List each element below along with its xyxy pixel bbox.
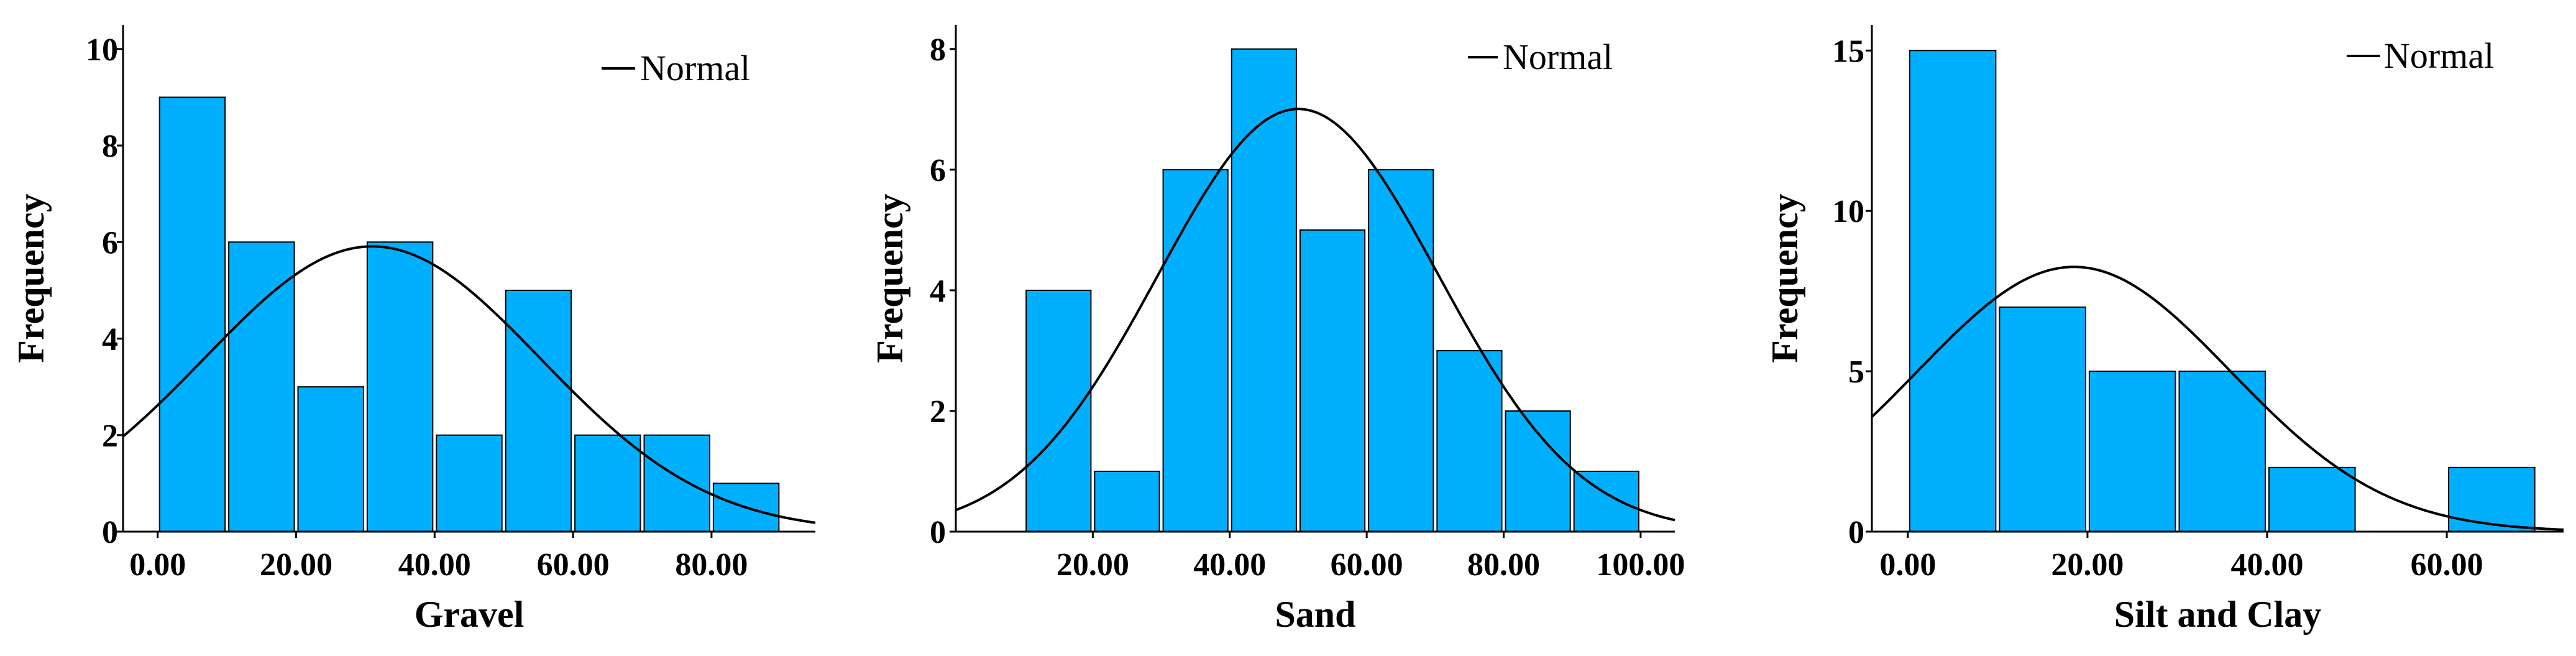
x-tick-label: 0.00 — [1879, 547, 1936, 583]
silt-and-clay-histogram: 0 5 10 15 0.00 20.00 40.00 60.00 Silt and Clay Fr… — [1764, 25, 2564, 635]
y-axis-title: Frequency — [869, 193, 910, 363]
y-tick-label: 4 — [930, 274, 946, 309]
y-tick-label: 0 — [1848, 515, 1864, 550]
histogram-bar — [158, 96, 226, 532]
y-tick-label: 5 — [1848, 354, 1864, 390]
histogram-bar — [1999, 306, 2086, 532]
normal-curve — [1871, 266, 2564, 531]
histogram-bar — [2178, 371, 2266, 533]
y-tick-label: 2 — [930, 394, 946, 430]
y-tick-label: 0 — [930, 515, 946, 550]
x-axis-title: Silt and Clay — [2114, 594, 2321, 635]
sand-histogram: 0 2 4 6 8 20.00 40.00 60.00 80.00 100.00 Sand Frequ… — [869, 25, 1685, 635]
x-axis-title: Sand — [1275, 594, 1355, 635]
y-tick-label: 15 — [1832, 34, 1864, 69]
gravel-histogram: 0 2 4 6 8 10 0.00 20.00 40.00 60.00 80.00 Gravel Fre… — [11, 25, 816, 635]
histogram-bar — [436, 434, 503, 532]
histogram-bar — [1436, 349, 1503, 533]
y-axis-title: Frequency — [1764, 193, 1805, 363]
x-tick-label: 20.00 — [260, 547, 332, 583]
x-tick-label: 40.00 — [398, 547, 471, 583]
histogram-bar — [297, 386, 364, 533]
histogram-bar — [2448, 466, 2536, 533]
x-tick-label: 60.00 — [537, 547, 610, 583]
histogram-bar — [505, 289, 572, 532]
legend-label: Normal — [1503, 37, 1613, 77]
x-tick-label: 20.00 — [2051, 547, 2124, 583]
histogram-bar — [1368, 169, 1434, 533]
histogram-bar — [1025, 289, 1092, 532]
y-tick-label: 10 — [1832, 194, 1864, 229]
y-tick-label: 8 — [102, 129, 118, 164]
histogram-bar — [643, 434, 710, 532]
histogram-bar — [1299, 229, 1366, 532]
x-tick-label: 80.00 — [675, 547, 748, 583]
y-tick-label: 6 — [102, 225, 118, 261]
x-tick-label: 40.00 — [1193, 547, 1266, 583]
y-axis-title: Frequency — [11, 193, 52, 363]
x-tick-label: 60.00 — [1331, 547, 1403, 583]
histogram-bar — [1162, 169, 1229, 533]
histogram-bar — [366, 241, 434, 532]
histogram-bar — [1094, 470, 1160, 533]
histogram-bar — [1909, 50, 1997, 533]
histogram-bar — [2268, 466, 2356, 533]
normal-curve — [122, 245, 816, 524]
x-tick-label: 80.00 — [1467, 547, 1540, 583]
legend-label: Normal — [640, 48, 750, 88]
x-tick-label: 40.00 — [2231, 547, 2304, 583]
histogram-bar — [1573, 470, 1639, 533]
histogram-bar — [574, 434, 641, 532]
x-tick-label: 100.00 — [1596, 547, 1685, 583]
histogram-bar — [228, 241, 295, 532]
y-tick-label: 8 — [930, 32, 946, 68]
y-tick-label: 0 — [102, 515, 118, 550]
y-tick-label: 6 — [930, 153, 946, 188]
histogram-bar — [2088, 371, 2176, 533]
x-tick-label: 0.00 — [129, 547, 186, 583]
x-tick-label: 20.00 — [1057, 547, 1129, 583]
y-tick-label: 10 — [86, 32, 118, 68]
y-tick-label: 4 — [102, 322, 118, 358]
normal-curve — [955, 108, 1675, 522]
y-tick-label: 2 — [102, 418, 118, 454]
x-axis-title: Gravel — [415, 594, 525, 635]
histogram-bar — [1505, 410, 1571, 533]
x-tick-label: 60.00 — [2411, 547, 2483, 583]
histogram-bar — [1231, 48, 1297, 533]
legend-label: Normal — [2384, 35, 2494, 76]
